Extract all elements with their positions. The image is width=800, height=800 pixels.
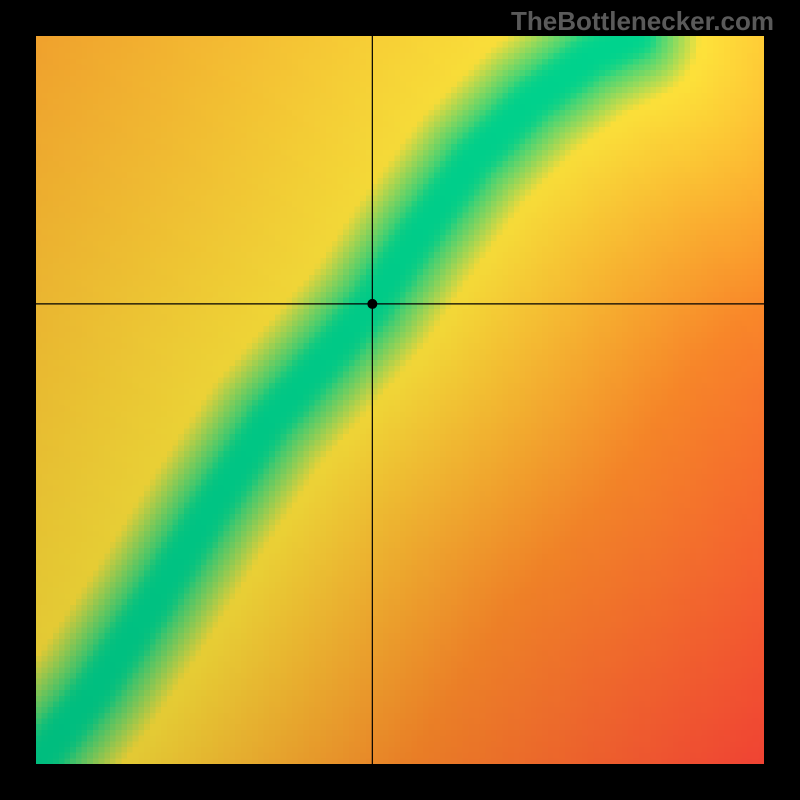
- bottleneck-heatmap: [36, 36, 764, 764]
- chart-container: TheBottlenecker.com: [0, 0, 800, 800]
- source-watermark: TheBottlenecker.com: [511, 6, 774, 37]
